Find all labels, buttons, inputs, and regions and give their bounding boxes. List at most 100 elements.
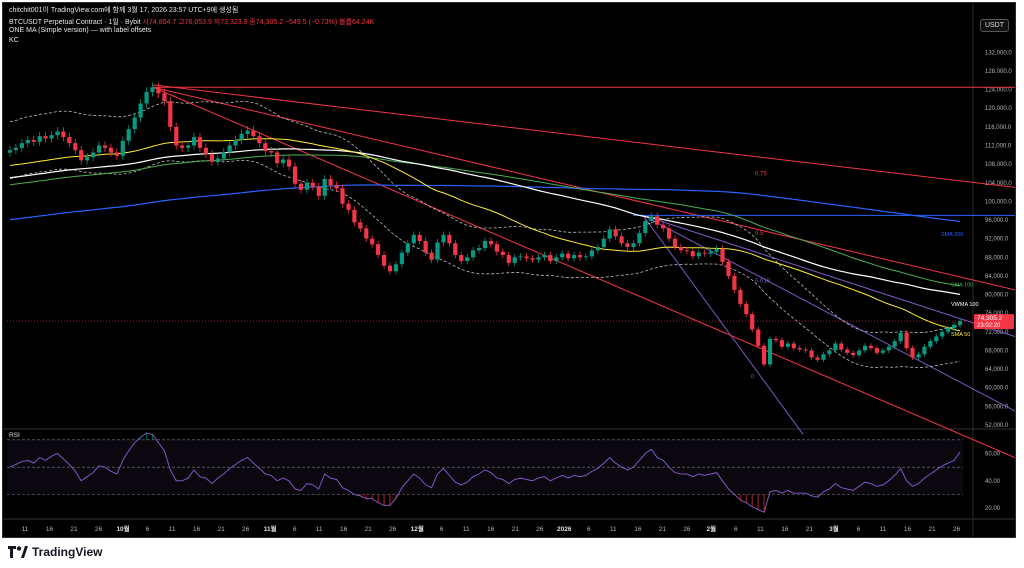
- candle-body: [643, 221, 648, 234]
- rsi-line: [9, 432, 961, 514]
- candle-body: [108, 147, 113, 153]
- sma-200-line: [9, 184, 961, 223]
- y-tick-label: 120,000.0: [985, 106, 1012, 112]
- candle-body: [797, 348, 802, 350]
- candle-body: [316, 186, 321, 196]
- candle-body: [192, 137, 197, 146]
- kc-upper: [9, 101, 961, 334]
- candle-body: [292, 166, 298, 184]
- symbol-line: BTCUSDT Perpetual Contract · 1일 · Bybit …: [9, 17, 374, 27]
- candle-body: [595, 247, 600, 251]
- candle-body: [477, 248, 482, 251]
- x-tick-label: 16: [634, 526, 642, 533]
- chart-frame: 132,000.0 128,000.0 124,000.0 120,000.0 116,…: [2, 2, 1016, 538]
- candle-body: [91, 152, 96, 158]
- candle-body: [435, 242, 440, 260]
- candle-body: [601, 238, 606, 248]
- candle-body: [358, 222, 363, 229]
- candle-body: [940, 331, 945, 337]
- candle-body: [589, 250, 594, 257]
- candle-body: [845, 349, 850, 353]
- price-tag-bg: [974, 314, 1014, 330]
- x-tick-label: 21: [659, 526, 667, 533]
- candle-body: [690, 251, 695, 257]
- candle-body: [73, 143, 78, 151]
- candle-body: [958, 321, 963, 325]
- candle-body: [631, 243, 636, 247]
- candle-body: [322, 179, 327, 196]
- candle-body: [738, 289, 743, 304]
- y-tick-label: 72,000.0: [985, 330, 1009, 336]
- candle-body: [334, 185, 339, 189]
- x-tick-label: 16: [193, 526, 201, 533]
- fan-line-steep: [642, 215, 804, 435]
- x-tick-label: 21: [217, 526, 225, 533]
- ma-label: VWMA 100: [951, 302, 979, 308]
- x-tick-label: 26: [242, 526, 250, 533]
- candle-body: [726, 262, 731, 276]
- candle-body: [298, 183, 303, 190]
- candle-body: [399, 252, 404, 265]
- x-tick-label: 26: [953, 526, 961, 533]
- candle-body: [862, 345, 868, 351]
- candle-body: [773, 338, 779, 341]
- x-tick-label: 21: [365, 526, 373, 533]
- candle-body: [328, 179, 333, 186]
- candle-body: [156, 87, 161, 94]
- candle-body: [512, 257, 517, 263]
- y-tick-label: 132,000.0: [985, 50, 1012, 56]
- candle-body: [833, 343, 838, 351]
- tradingview-logo-text: TradingView: [32, 545, 103, 559]
- x-tick-label: 11: [463, 526, 470, 533]
- candle-body: [827, 350, 832, 355]
- candle-body: [441, 234, 446, 243]
- x-tick-label: 11월: [264, 524, 277, 533]
- candle-body: [868, 345, 874, 349]
- fan-line-flat: [642, 214, 1015, 337]
- tradingview-logo[interactable]: TradingView: [8, 545, 102, 559]
- currency-button[interactable]: USDT: [979, 19, 1009, 32]
- candle-body: [393, 264, 399, 272]
- candle-body: [667, 228, 672, 239]
- candle-body: [684, 250, 689, 252]
- x-tick-label: 16: [781, 526, 789, 533]
- candle-body: [382, 255, 387, 266]
- candle-body: [180, 145, 185, 148]
- candle-body: [952, 324, 957, 329]
- y-tick-label: 92,000.0: [985, 237, 1009, 243]
- sma-50-line: [9, 138, 961, 332]
- candle-body: [174, 126, 179, 146]
- candle-body: [482, 241, 488, 248]
- candle-body: [613, 229, 618, 237]
- y-tick-label: 52,000.0: [985, 423, 1009, 429]
- y-tick-label: 68,000.0: [985, 348, 1009, 354]
- candle-body: [13, 147, 18, 151]
- candle-body: [934, 336, 939, 342]
- indicator-kc-label[interactable]: KC: [9, 37, 19, 44]
- x-tick-label: 21: [512, 526, 520, 533]
- candle-body: [649, 216, 654, 221]
- fib-label: 0.5: [755, 231, 764, 237]
- candle-body: [221, 152, 226, 159]
- ma-label: SMA 100: [951, 282, 973, 288]
- x-tick-label: 6: [293, 526, 297, 533]
- x-tick-label: 6: [146, 526, 150, 533]
- chart-canvas[interactable]: 132,000.0 128,000.0 124,000.0 120,000.0 116,…: [3, 3, 1015, 537]
- candle-body: [756, 329, 761, 346]
- fib-line-top: [152, 84, 1015, 188]
- tradingview-logo-icon: [8, 546, 28, 558]
- candle-body: [779, 340, 784, 347]
- x-tick-label: 26: [536, 526, 544, 533]
- y-tick-label: 104,000.0: [985, 181, 1012, 187]
- candle-body: [79, 150, 84, 161]
- symbol-title[interactable]: BTCUSDT Perpetual Contract · 1일 · Bybit: [9, 19, 141, 26]
- x-tick-label: 11: [610, 526, 617, 533]
- fib-label: 0: [751, 374, 755, 380]
- candle-body: [678, 247, 684, 251]
- candle-body: [637, 233, 642, 244]
- fib-line-lower: [152, 86, 1015, 459]
- y-tick-label: 96,000.0: [985, 218, 1009, 224]
- indicator-ma-label[interactable]: ONE MA (Simple version) — with label off…: [9, 27, 152, 34]
- candle-body: [263, 143, 268, 152]
- candle-body: [851, 352, 856, 356]
